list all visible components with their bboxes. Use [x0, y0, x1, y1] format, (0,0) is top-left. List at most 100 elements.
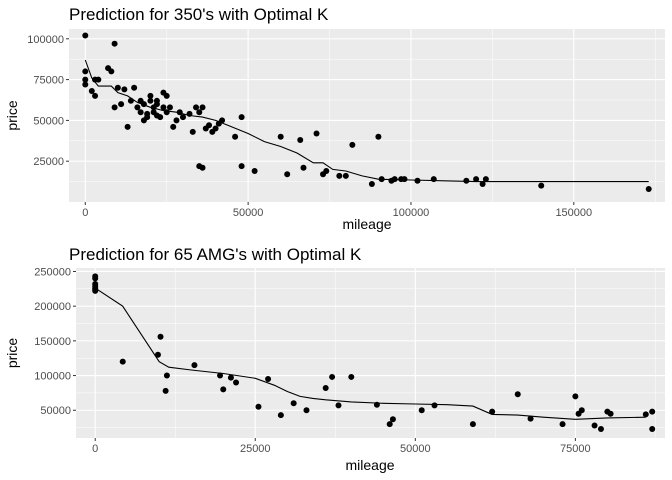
- data-point: [217, 372, 224, 379]
- data-point: [82, 81, 89, 88]
- data-point: [489, 408, 496, 415]
- x-tick-label: 0: [92, 443, 98, 455]
- data-point: [251, 167, 258, 174]
- data-point: [255, 403, 262, 410]
- chart-title: Prediction for 65 AMG's with Optimal K: [69, 245, 362, 264]
- data-point: [297, 136, 304, 143]
- data-point: [179, 114, 186, 121]
- data-point: [95, 76, 102, 83]
- data-point: [514, 391, 521, 398]
- data-point: [642, 411, 649, 418]
- data-point: [238, 114, 245, 121]
- data-point: [233, 379, 240, 386]
- data-point: [163, 372, 170, 379]
- data-point: [277, 133, 284, 140]
- y-tick-label: 150000: [34, 336, 71, 348]
- data-point: [473, 176, 480, 183]
- data-point: [162, 387, 169, 394]
- data-point: [176, 109, 183, 116]
- x-tick-label: 75000: [560, 443, 591, 455]
- data-point: [124, 123, 131, 130]
- data-point: [92, 92, 99, 99]
- data-point: [147, 92, 154, 99]
- x-tick-label: 50000: [400, 443, 431, 455]
- data-point: [238, 163, 245, 170]
- data-point: [277, 412, 284, 419]
- data-point: [538, 182, 545, 189]
- y-tick-label: 50000: [40, 405, 71, 417]
- data-point: [160, 104, 167, 111]
- data-point: [111, 104, 118, 111]
- x-axis-ticks: 0 50000 100000 150000: [82, 202, 592, 219]
- prediction-line-path: [94, 287, 646, 420]
- data-point: [527, 415, 534, 422]
- data-point: [127, 97, 134, 104]
- data-point: [649, 408, 656, 415]
- chart-title: Prediction for 350's with Optimal K: [69, 5, 329, 24]
- data-point: [378, 176, 385, 183]
- data-point: [645, 185, 652, 192]
- data-point: [389, 416, 396, 423]
- data-point: [157, 333, 164, 340]
- plot-panel: [69, 29, 665, 202]
- data-point: [186, 110, 193, 117]
- data-point: [578, 407, 585, 414]
- x-tick-label: 50000: [233, 207, 264, 219]
- data-point: [375, 133, 382, 140]
- data-point: [199, 164, 206, 171]
- y-tick-label: 250000: [34, 266, 71, 278]
- data-point: [111, 40, 118, 47]
- data-point: [479, 181, 486, 188]
- data-point: [313, 130, 320, 137]
- data-point: [349, 141, 356, 148]
- data-point: [118, 101, 125, 108]
- data-point: [323, 167, 330, 174]
- data-point: [649, 425, 656, 432]
- data-point: [227, 374, 234, 381]
- data-point: [147, 97, 154, 104]
- data-point: [92, 275, 99, 282]
- data-point: [144, 114, 151, 121]
- data-point: [482, 176, 489, 183]
- data-point: [348, 373, 355, 380]
- data-point: [193, 104, 200, 111]
- y-tick-label: 100000: [34, 371, 71, 383]
- data-point: [114, 84, 121, 91]
- data-point: [373, 401, 380, 408]
- x-tick-label: 150000: [555, 207, 592, 219]
- data-point: [88, 88, 95, 95]
- y-tick-label: 200000: [34, 301, 71, 313]
- data-point: [199, 104, 206, 111]
- data-points: [82, 32, 652, 192]
- data-point: [342, 172, 349, 179]
- data-point: [401, 176, 408, 183]
- data-point: [300, 164, 307, 171]
- data-point: [219, 117, 226, 124]
- data-point: [591, 422, 598, 429]
- data-point: [119, 358, 126, 365]
- y-tick-label: 50000: [33, 115, 64, 127]
- data-point: [290, 400, 297, 407]
- x-axis-title: mileage: [342, 216, 391, 232]
- data-point: [153, 101, 160, 108]
- data-point: [335, 402, 342, 409]
- data-point: [431, 402, 438, 409]
- data-point: [391, 176, 398, 183]
- data-point: [469, 421, 476, 428]
- data-point: [108, 68, 115, 75]
- data-point: [322, 385, 329, 392]
- data-point: [131, 84, 138, 91]
- y-tick-label: 100000: [27, 34, 64, 46]
- data-point: [336, 172, 343, 179]
- data-point: [82, 68, 89, 75]
- data-point: [163, 92, 170, 99]
- x-tick-label: 0: [82, 207, 88, 219]
- data-point: [303, 407, 310, 414]
- data-point: [430, 176, 437, 183]
- y-tick-label: 75000: [33, 75, 64, 87]
- y-axis-ticks: 50000 100000 150000 200000 250000: [34, 266, 76, 417]
- data-point: [157, 114, 164, 121]
- chart-350: Prediction for 350's with Optimal K 2500…: [4, 5, 665, 232]
- data-point: [607, 410, 614, 417]
